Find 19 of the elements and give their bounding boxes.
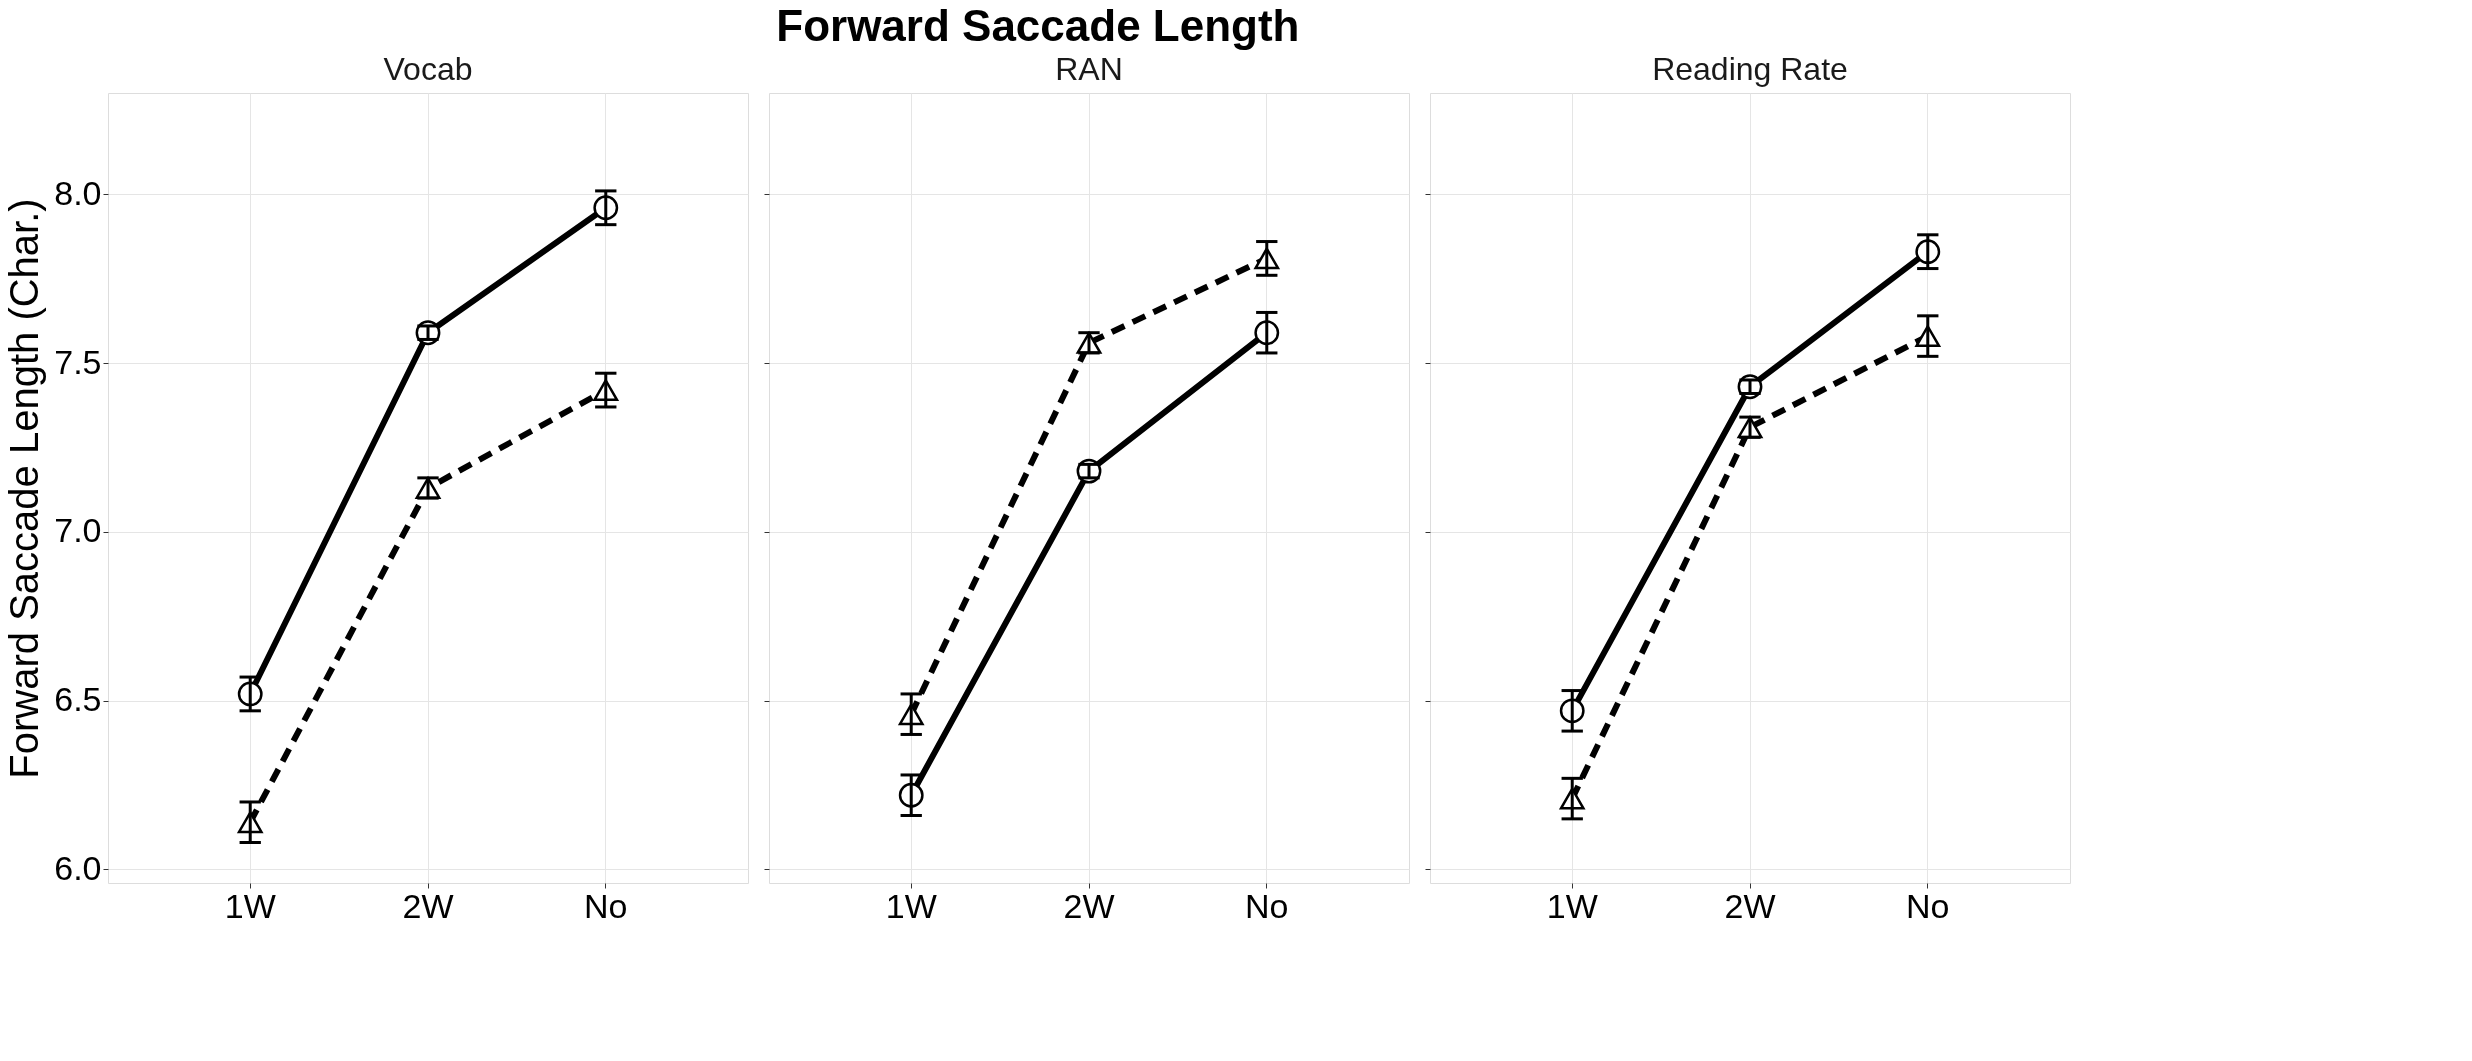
y-tick-label: 8.0 — [54, 173, 102, 212]
y-tick-label: 6.5 — [54, 680, 102, 719]
x-tick-label: 1W — [224, 886, 276, 925]
x-tick-label: 2W — [1063, 886, 1115, 925]
x-tick-label: 1W — [1546, 886, 1598, 925]
chart-title: Forward Saccade Length — [776, 0, 1300, 50]
y-tick-label: 7.5 — [54, 342, 102, 381]
x-tick-label: No — [1245, 886, 1289, 925]
x-tick-label: No — [1906, 886, 1950, 925]
chart-subtitle: Reading Rate — [1652, 51, 1848, 87]
y-tick-label: 6.0 — [54, 849, 102, 887]
chart-subtitle: RAN — [1055, 51, 1123, 87]
x-tick-label: 2W — [402, 886, 454, 925]
y-tick-label: 7.0 — [54, 511, 102, 550]
y-axis-title: Forward Saccade Length (Char.) — [2, 198, 47, 779]
chart-subtitle: Vocab — [383, 51, 473, 87]
x-tick-label: 1W — [885, 886, 937, 925]
x-tick-label: No — [584, 886, 628, 925]
x-tick-label: 2W — [1724, 886, 1776, 925]
